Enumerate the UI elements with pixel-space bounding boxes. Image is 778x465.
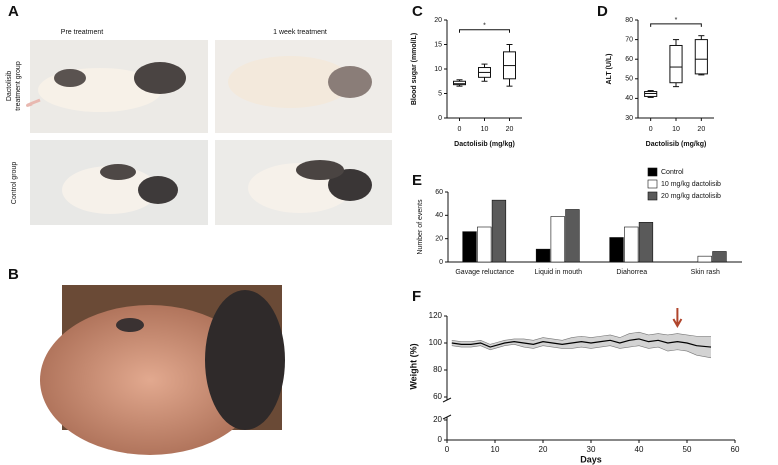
y-tick-label: 70: [625, 36, 633, 43]
significance-label: *: [483, 23, 486, 30]
photo-rat-control-pre: [30, 140, 208, 225]
x-tick-label: 0: [649, 126, 653, 133]
y-tick-label: 20: [435, 236, 443, 243]
x-tick-label: 30: [587, 445, 596, 454]
mean-line: [451, 338, 712, 348]
x-tick-label: 60: [731, 445, 740, 454]
y-tick-label: 20: [434, 17, 442, 24]
x-tick-label: 40: [635, 445, 644, 454]
y-tick-label: 40: [625, 95, 633, 102]
x-axis-label: Dactolisib (mg/kg): [454, 141, 515, 148]
x-tick-label: 20: [697, 126, 705, 133]
bar: [624, 226, 639, 263]
legend-label: Control: [661, 169, 684, 176]
bar: [550, 216, 565, 263]
x-tick-label: 10: [672, 126, 680, 133]
y-tick-label: 0: [439, 259, 443, 266]
y-tick-label: 60: [625, 56, 633, 63]
significance-bar: [650, 23, 702, 27]
axis-break: [442, 414, 452, 420]
photo-skin-rash: [40, 285, 285, 455]
y-tick-label: 15: [434, 41, 442, 48]
column-header: Pre treatment: [61, 29, 103, 36]
legend-swatch: [647, 167, 658, 177]
y-axis-label: Number of events: [417, 199, 424, 255]
legend-label: 20 mg/kg dactolisib: [661, 193, 721, 200]
y-tick-label: 30: [625, 115, 633, 122]
x-tick-label: Diahorrea: [616, 269, 647, 276]
legend-swatch: [647, 179, 658, 189]
photo-rat-pre-treated: [26, 40, 208, 133]
row-label: Control group: [11, 162, 18, 205]
panel-label: B: [8, 266, 19, 283]
bar: [491, 199, 507, 263]
y-tick-label: 60: [435, 189, 443, 196]
y-axis-label: Blood sugar (mmol/L): [411, 33, 418, 105]
band-fill: [451, 332, 711, 358]
bar: [638, 222, 654, 263]
x-tick-label: 50: [683, 445, 692, 454]
box: [694, 39, 708, 75]
x-tick-label: 10: [481, 126, 489, 133]
y-axis-label: ALT (U/L): [606, 54, 613, 85]
bar: [565, 209, 580, 263]
band-edge: [451, 344, 712, 359]
photo-rat-control-post: [215, 140, 392, 225]
y-tick-label: 20: [433, 415, 442, 424]
box: [669, 44, 683, 84]
significance-label: *: [675, 17, 678, 24]
legend-swatch: [647, 191, 658, 201]
x-tick-label: 0: [458, 126, 462, 133]
y-tick-label: 0: [438, 435, 443, 444]
band-edge: [451, 331, 711, 345]
y-tick-label: 80: [625, 17, 633, 24]
panel-label: F: [412, 288, 421, 305]
panel-label: A: [8, 3, 19, 20]
y-tick-label: 60: [433, 392, 442, 401]
panel-label: E: [412, 172, 422, 189]
significance-bar: [459, 29, 510, 33]
panel-label: D: [597, 3, 608, 20]
bar: [697, 255, 712, 263]
bar: [609, 237, 624, 263]
bar: [535, 248, 551, 263]
x-tick-label: 10: [491, 445, 500, 454]
arrow: [672, 308, 683, 329]
bar: [712, 251, 727, 263]
x-tick-label: 0: [445, 445, 450, 454]
x-tick-label: Gavage reluctance: [455, 269, 514, 276]
column-header: 1 week treatment: [273, 29, 327, 36]
row-label: Dactolisib: [6, 71, 13, 101]
box: [453, 80, 466, 86]
x-tick-label: 20: [539, 445, 548, 454]
y-tick-label: 5: [438, 90, 442, 97]
y-tick-label: 0: [438, 115, 442, 122]
panel-label: C: [412, 3, 423, 20]
y-tick-label: 100: [429, 338, 443, 347]
y-tick-label: 50: [625, 76, 633, 83]
legend-label: 10 mg/kg dactolisib: [661, 181, 721, 188]
y-tick-label: 40: [435, 212, 443, 219]
x-axis-label: Days: [580, 454, 602, 464]
x-axis-label: Dactolisib (mg/kg): [646, 141, 707, 148]
x-tick-label: Liquid in mouth: [535, 269, 583, 276]
bar: [462, 231, 477, 263]
axis-break: [442, 397, 452, 403]
row-label: treatment group: [15, 61, 22, 111]
y-axis-label: Weight (%): [408, 343, 418, 389]
photo-rat-treated: [215, 40, 392, 133]
y-tick-label: 80: [433, 365, 442, 374]
bar: [477, 226, 492, 263]
y-tick-label: 120: [429, 311, 443, 320]
y-tick-label: 10: [434, 66, 442, 73]
x-tick-label: 20: [506, 126, 514, 133]
x-tick-label: Skin rash: [691, 269, 720, 276]
